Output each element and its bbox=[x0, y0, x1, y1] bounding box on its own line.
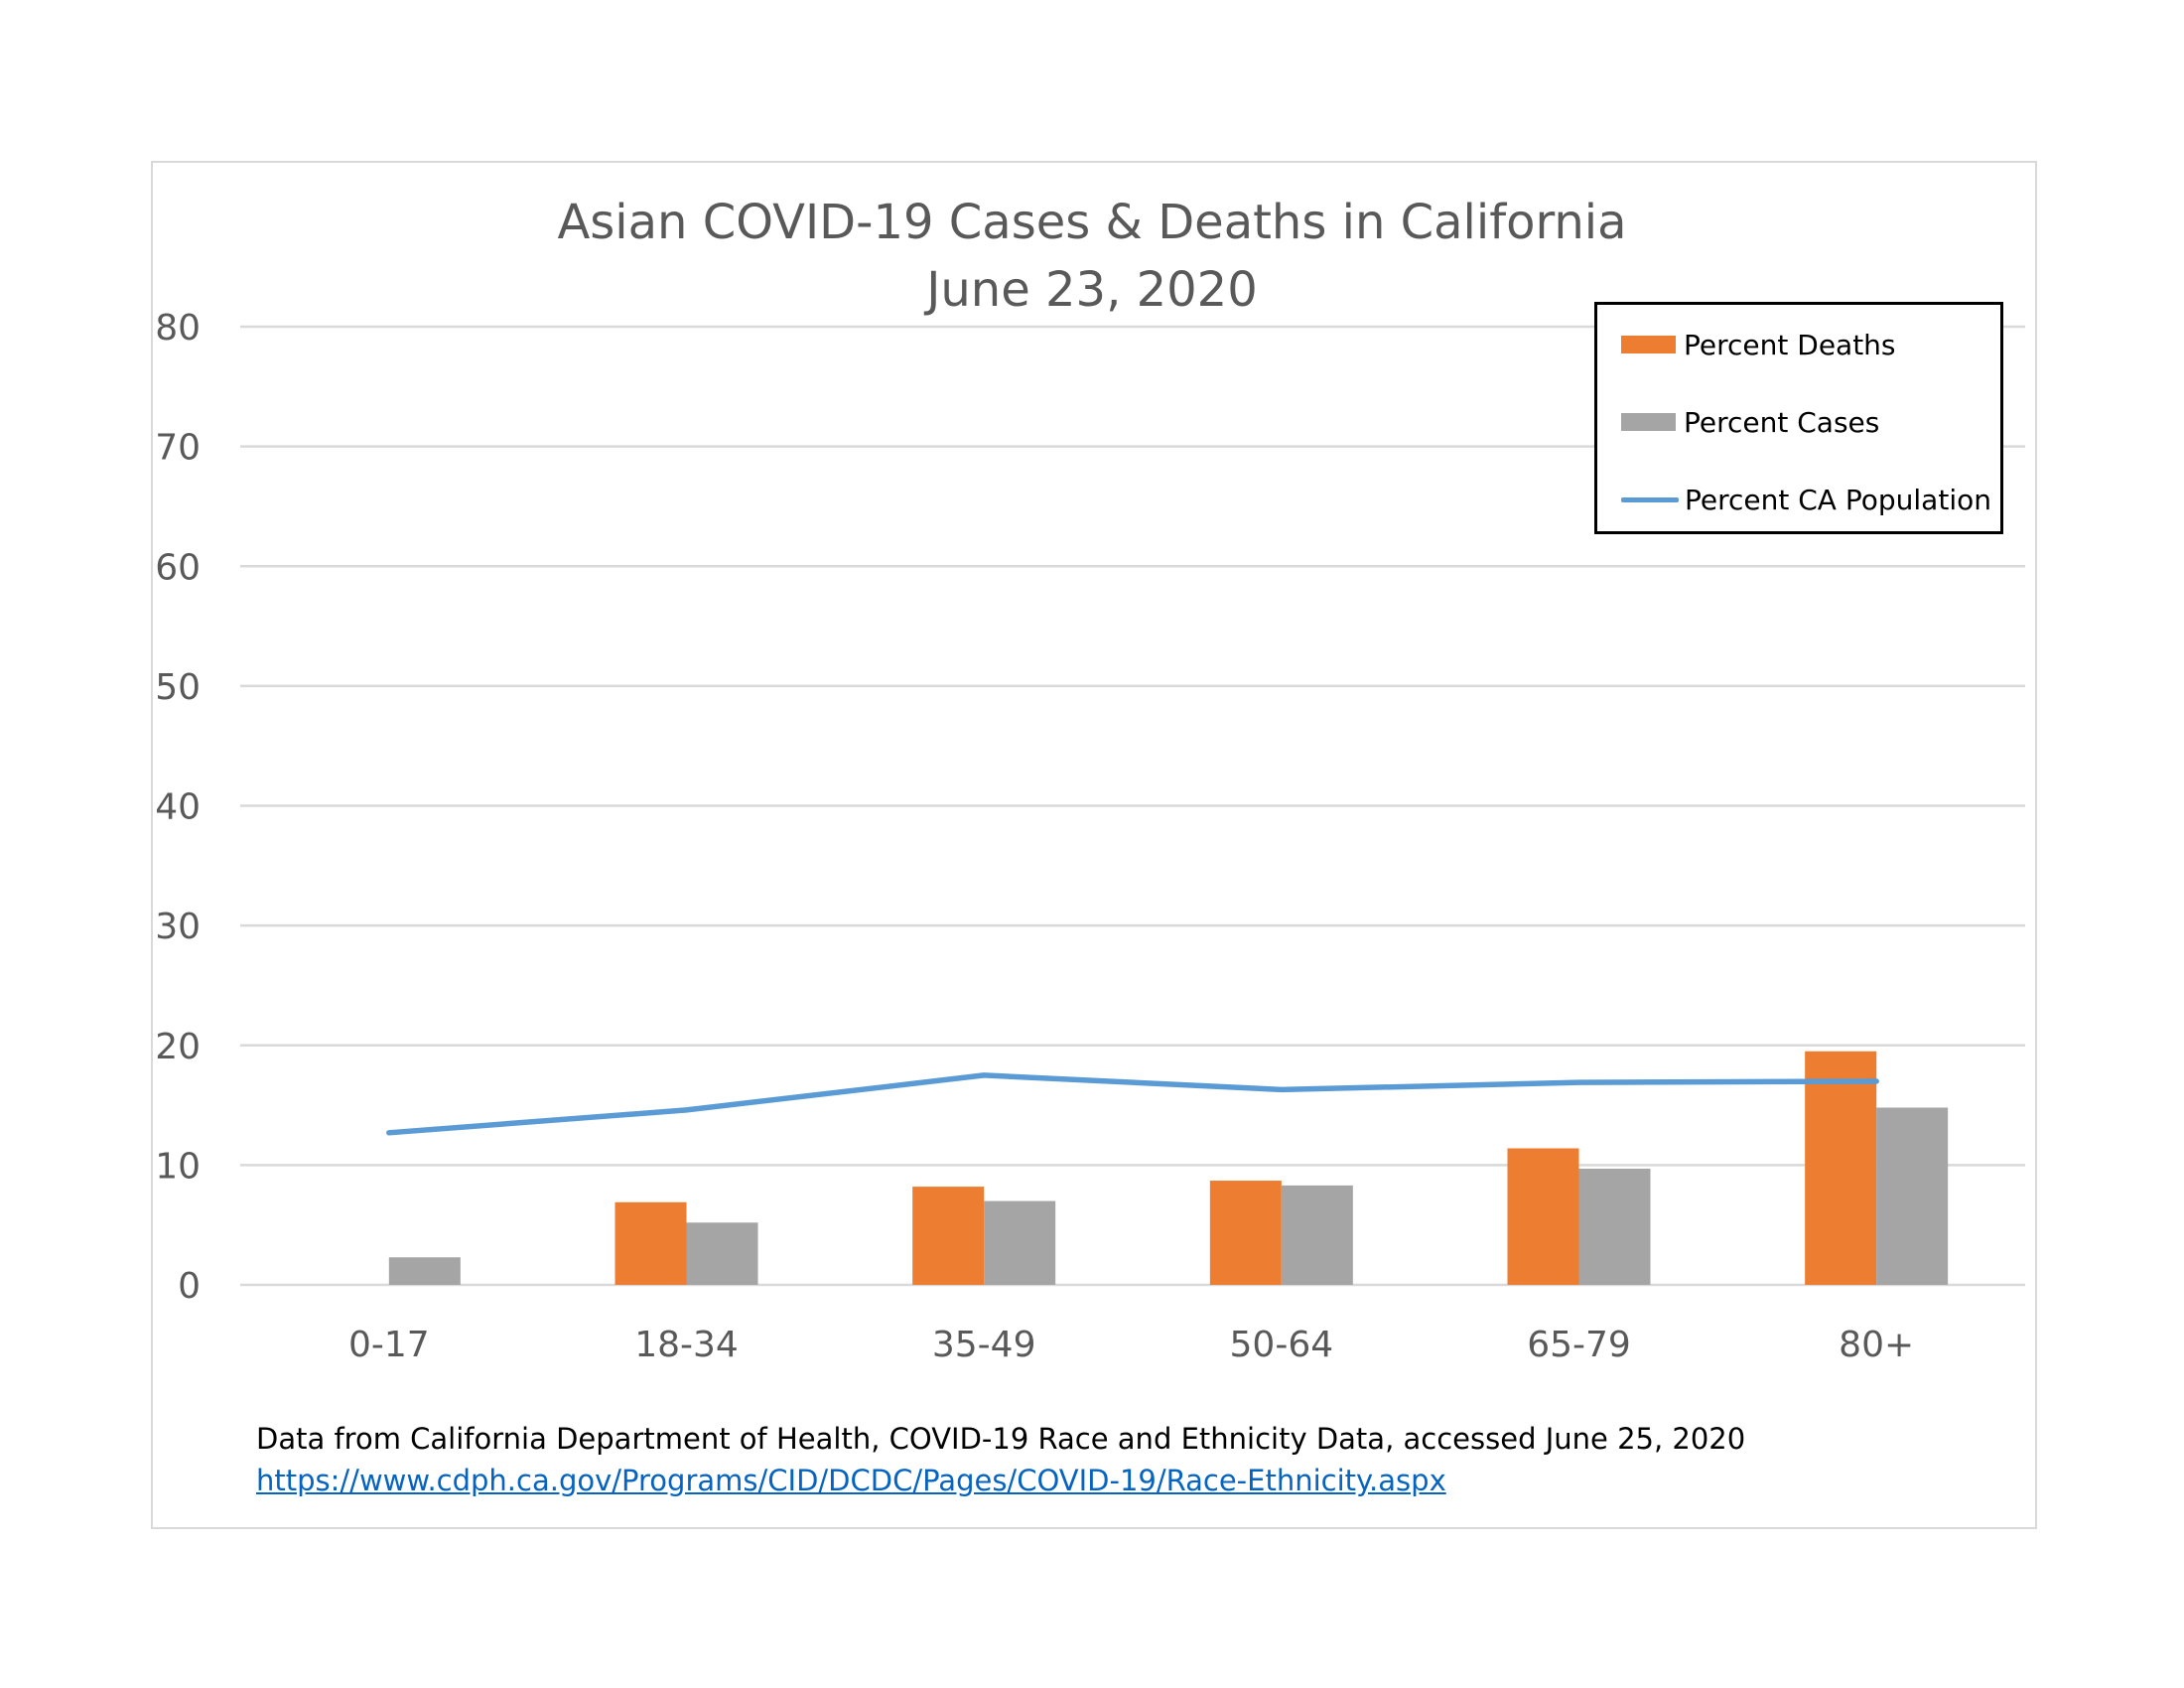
y-tick-label: 10 bbox=[155, 1146, 201, 1187]
bar-percent-deaths-35-49 bbox=[912, 1187, 985, 1285]
x-tick-label: 50-64 bbox=[1230, 1325, 1334, 1365]
bar-percent-cases-18-34 bbox=[686, 1222, 758, 1285]
x-tick-label: 0-17 bbox=[348, 1325, 430, 1365]
bar-percent-cases-35-49 bbox=[984, 1200, 1056, 1285]
source-link[interactable]: https://www.cdph.ca.gov/Programs/CID/DCD… bbox=[256, 1464, 1446, 1497]
line-percent-ca-population bbox=[386, 1072, 1879, 1136]
y-tick-label: 80 bbox=[155, 308, 201, 349]
chart-title: Asian COVID-19 Cases & Deaths in Califor… bbox=[557, 195, 1627, 250]
bar-percent-cases-80+ bbox=[1876, 1107, 1949, 1285]
y-tick-label: 20 bbox=[155, 1027, 201, 1067]
y-tick-label: 30 bbox=[155, 907, 201, 947]
bar-percent-deaths-80+ bbox=[1805, 1051, 1877, 1285]
legend-label-population: Percent CA Population bbox=[1685, 483, 1991, 516]
y-tick-label: 0 bbox=[178, 1266, 201, 1307]
bar-percent-cases-65-79 bbox=[1578, 1168, 1651, 1285]
legend-swatch-deaths bbox=[1621, 336, 1676, 353]
legend-item-population: Percent CA Population bbox=[1621, 480, 1991, 519]
bar-percent-deaths-18-34 bbox=[614, 1201, 687, 1285]
legend-item-deaths: Percent Deaths bbox=[1621, 325, 1896, 364]
legend-swatch-cases bbox=[1621, 413, 1676, 431]
legend-label-cases: Percent Cases bbox=[1684, 405, 1880, 439]
bar-percent-cases-50-64 bbox=[1281, 1185, 1353, 1285]
bar-percent-deaths-50-64 bbox=[1209, 1181, 1282, 1285]
y-tick-label: 60 bbox=[155, 547, 201, 588]
x-tick-label: 80+ bbox=[1839, 1325, 1914, 1365]
legend-item-cases: Percent Cases bbox=[1621, 402, 1879, 442]
y-tick-label: 50 bbox=[155, 667, 201, 708]
x-tick-label: 65-79 bbox=[1527, 1325, 1631, 1365]
legend-label-deaths: Percent Deaths bbox=[1684, 328, 1896, 361]
y-tick-label: 40 bbox=[155, 787, 201, 828]
x-tick-label: 18-34 bbox=[634, 1325, 739, 1365]
legend-line-population bbox=[1621, 496, 1679, 502]
x-tick-label: 35-49 bbox=[932, 1325, 1036, 1365]
bar-percent-cases-0-17 bbox=[388, 1257, 461, 1285]
source-note: Data from California Department of Healt… bbox=[256, 1422, 1746, 1456]
bar-percent-deaths-65-79 bbox=[1507, 1148, 1579, 1285]
chart-legend: Percent Deaths Percent Cases Percent CA … bbox=[1594, 302, 2003, 534]
y-tick-label: 70 bbox=[155, 428, 201, 469]
chart-subtitle: June 23, 2020 bbox=[926, 262, 1258, 318]
